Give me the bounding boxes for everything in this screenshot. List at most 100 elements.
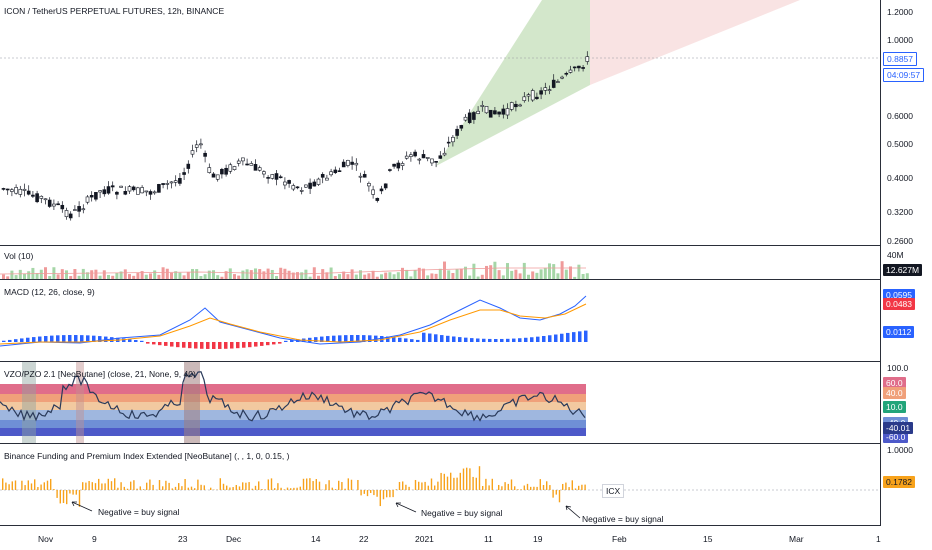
volume-label: Vol (10): [4, 251, 34, 261]
funding-bar: [389, 490, 391, 498]
funding-bar: [107, 478, 109, 490]
macd-label: MACD (12, 26, close, 9): [4, 287, 95, 297]
funding-bar: [562, 483, 564, 490]
macd-histogram-bar: [440, 335, 444, 342]
volume-bar: [128, 274, 131, 279]
volume-bar: [485, 265, 488, 279]
funding-pane[interactable]: Binance Funding and Premium Index Extend…: [0, 444, 880, 526]
macd-histogram-bar: [584, 330, 588, 342]
vzo-pane[interactable]: VZO/PZO 2.1 [NeoButane] (close, 21, None…: [0, 362, 880, 444]
volume-bar: [23, 273, 26, 279]
candle-body: [572, 66, 577, 69]
candle-body: [148, 191, 153, 195]
candle-body: [451, 136, 455, 143]
time-label: Feb: [612, 534, 627, 544]
macd-histogram-bar: [344, 335, 348, 342]
volume-bar: [556, 273, 560, 279]
chart-title: ICON / TetherUS PERPETUAL FUTURES, 12h, …: [4, 6, 225, 16]
volume-bar: [77, 275, 81, 279]
macd-pane[interactable]: MACD (12, 26, close, 9): [0, 280, 880, 362]
macd-histogram-bar: [554, 334, 558, 342]
candle-body: [207, 167, 212, 173]
price-scale[interactable]: 1.2000 1.0000 0.6000 0.5000 0.4000 0.320…: [880, 0, 932, 246]
candle-body: [274, 173, 279, 180]
macd-histogram-bar: [50, 335, 54, 342]
main-chart-pane[interactable]: ICON / TetherUS PERPETUAL FUTURES, 12h, …: [0, 0, 880, 246]
candle-body: [556, 81, 560, 83]
candle-body: [568, 69, 573, 73]
macd-histogram-bar: [452, 336, 456, 342]
macd-histogram-bar: [182, 342, 186, 348]
funding-bar: [302, 478, 305, 490]
funding-scale[interactable]: 1.0000 0.1782: [880, 444, 932, 526]
macd-histogram-bar: [536, 336, 540, 342]
time-axis[interactable]: Nov 9 23 Dec 14 22 2021 11 19 Feb 15 Mar…: [0, 526, 881, 550]
volume-bar: [157, 274, 161, 279]
volume-bar: [581, 273, 585, 279]
volume-bar: [480, 274, 484, 279]
symbol-tag: ICX: [602, 484, 625, 498]
funding-bar: [338, 480, 340, 490]
funding-bar: [485, 478, 487, 490]
macd-histogram-bar: [356, 335, 360, 342]
candle-body: [392, 163, 396, 167]
funding-bar: [542, 485, 545, 490]
macd-histogram-bar: [128, 339, 132, 342]
funding-bar: [379, 490, 381, 507]
candle-body: [354, 162, 359, 166]
candle-body: [522, 96, 527, 101]
volume-bar: [304, 269, 308, 279]
candle-body: [535, 96, 539, 99]
volume-bar: [224, 271, 228, 279]
candle-body: [56, 203, 60, 206]
volume-pane[interactable]: Vol (10): [0, 246, 880, 280]
candle-body: [43, 198, 48, 201]
volume-bar: [548, 263, 551, 279]
funding-bar: [280, 487, 282, 490]
volume-bar: [422, 268, 425, 279]
volume-bar: [170, 272, 173, 279]
funding-bar: [187, 487, 189, 490]
macd-scale[interactable]: 0.0595 0.0483 0.0112: [880, 280, 932, 362]
macd-histogram-bar: [56, 335, 60, 342]
funding-label: Binance Funding and Premium Index Extend…: [4, 451, 290, 461]
volume-bar: [464, 266, 467, 279]
macd-histogram-bar: [416, 339, 420, 342]
volume-bar: [165, 268, 169, 279]
volume-scale[interactable]: 40M 12.627M: [880, 246, 932, 280]
vzo-scale[interactable]: 100.0 60.0 40.0 10.0 -40.0 -60.0 -40.01: [880, 362, 932, 444]
volume-bar: [438, 268, 442, 279]
macd-histogram-bar: [578, 331, 582, 342]
volume-bar: [300, 272, 304, 279]
candle-body: [299, 190, 304, 192]
funding-bar: [325, 484, 327, 490]
price-tick: 0.6000: [887, 111, 913, 121]
candle-body: [77, 206, 81, 212]
volume-bar: [375, 276, 379, 279]
funding-bar: [21, 480, 23, 490]
volume-bar: [518, 273, 522, 279]
candle-body: [308, 182, 312, 189]
rising-wedge-green: [436, 0, 590, 166]
candle-body: [266, 177, 270, 179]
macd-histogram-bar: [194, 342, 198, 349]
volume-bar: [384, 272, 388, 279]
macd-histogram-bar: [32, 337, 36, 342]
volume-bar: [380, 274, 383, 279]
funding-bar: [165, 480, 167, 490]
candle-body: [35, 193, 39, 203]
candle-body: [257, 167, 262, 171]
volume-bars: [0, 261, 589, 279]
funding-bar: [402, 481, 404, 490]
volume-bar: [186, 271, 190, 279]
candle-body: [539, 90, 543, 95]
candle-body: [476, 110, 480, 114]
funding-bar: [363, 490, 365, 494]
funding-bar: [168, 482, 170, 490]
funding-bar: [318, 481, 321, 490]
funding-bar: [430, 478, 433, 490]
time-label: Nov: [38, 534, 54, 544]
candle-body: [89, 195, 94, 198]
time-label: 14: [311, 534, 321, 544]
candle-body: [182, 172, 186, 175]
